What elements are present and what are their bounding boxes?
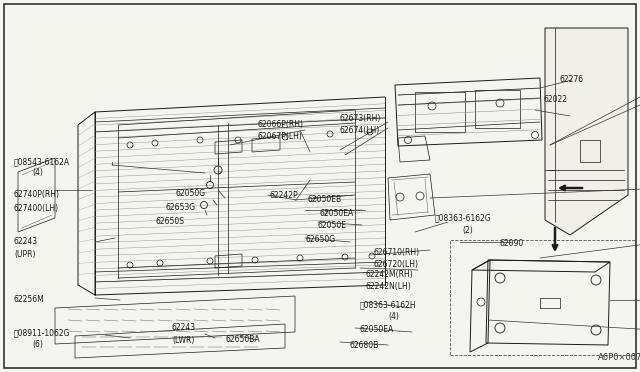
Text: 62680B: 62680B [350, 340, 380, 350]
Text: Ⓝ08911-1062G: Ⓝ08911-1062G [14, 328, 70, 337]
Text: 62242N(LH): 62242N(LH) [365, 282, 411, 292]
Text: 62673(RH): 62673(RH) [340, 113, 381, 122]
Text: 62650BA: 62650BA [225, 336, 260, 344]
Text: (UPR): (UPR) [14, 250, 35, 259]
Text: 62650G: 62650G [305, 235, 335, 244]
Text: 62242P: 62242P [270, 190, 299, 199]
Text: Ⓢ08363-6162G: Ⓢ08363-6162G [435, 214, 492, 222]
Text: 626720(LH): 626720(LH) [374, 260, 419, 269]
Text: 62090: 62090 [500, 240, 524, 248]
Polygon shape [545, 28, 628, 235]
Text: 62242M(RH): 62242M(RH) [365, 270, 413, 279]
Text: 62050G: 62050G [175, 189, 205, 198]
Text: 62067P(LH): 62067P(LH) [258, 131, 303, 141]
Text: (4): (4) [388, 312, 399, 321]
Text: (4): (4) [32, 167, 43, 176]
Text: 62050EB: 62050EB [308, 196, 342, 205]
Text: 62650S: 62650S [155, 218, 184, 227]
Text: (6): (6) [32, 340, 43, 350]
Text: 62022: 62022 [544, 96, 568, 105]
Text: 62066P(RH): 62066P(RH) [258, 121, 304, 129]
Text: Ⓢ08543-6162A: Ⓢ08543-6162A [14, 157, 70, 167]
Text: (LWR): (LWR) [172, 336, 195, 344]
Bar [580, 140, 600, 162]
Text: 62653G: 62653G [165, 202, 195, 212]
Text: Ⓢ08363-6162H: Ⓢ08363-6162H [360, 301, 417, 310]
Bar [475, 90, 520, 128]
Text: 62243: 62243 [172, 324, 196, 333]
Text: (2): (2) [462, 225, 473, 234]
Text: 62050EA: 62050EA [360, 326, 394, 334]
Text: 62050EA: 62050EA [320, 209, 355, 218]
Text: A6P0×0070: A6P0×0070 [598, 353, 640, 362]
Text: 62243: 62243 [14, 237, 38, 247]
Text: 626710(RH): 626710(RH) [374, 247, 420, 257]
Text: 62674(LH): 62674(LH) [340, 125, 380, 135]
Text: 62276: 62276 [560, 76, 584, 84]
Text: 62740P(RH): 62740P(RH) [14, 190, 60, 199]
Bar [450, 240, 635, 355]
Text: 627400(LH): 627400(LH) [14, 203, 59, 212]
Text: 62256M: 62256M [14, 295, 45, 305]
Text: 62050E: 62050E [318, 221, 347, 231]
Bar [415, 92, 465, 132]
